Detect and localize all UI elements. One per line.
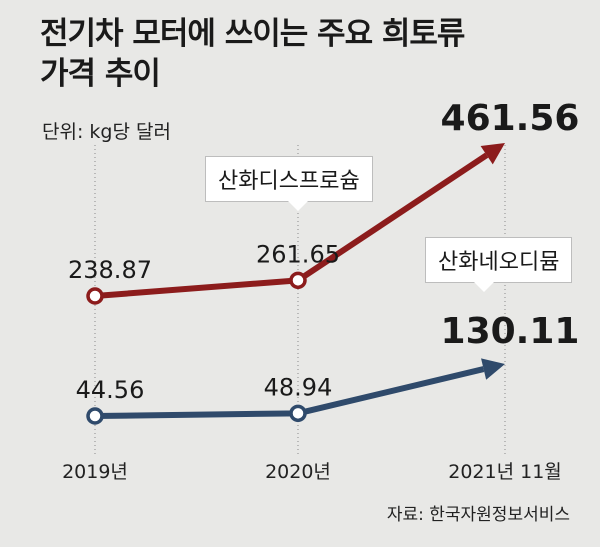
- data-label: 461.56: [441, 98, 580, 139]
- x-tick-label: 2021년 11월: [448, 461, 562, 483]
- data-point: [289, 271, 307, 290]
- series-arrowhead-1: [481, 358, 505, 380]
- chart-title: 전기차 모터에 쓰이는 주요 희토류 가격 추이: [40, 14, 580, 94]
- data-label: 130.11: [441, 311, 580, 352]
- legend-bubble-dysprosium: 산화디스프로슘: [205, 156, 373, 211]
- data-point: [86, 407, 104, 425]
- data-label: 48.94: [264, 373, 333, 401]
- title-line-1: 전기차 모터에 쓰이는 주요 희토류: [40, 16, 465, 52]
- title-line-2: 가격 추이: [40, 56, 161, 92]
- data-label: 261.65: [256, 240, 340, 268]
- x-tick-label: 2020년: [265, 461, 331, 483]
- data-label: 238.87: [68, 256, 152, 284]
- legend-bubble-neodymium: 산화네오디뮴: [425, 237, 573, 292]
- data-point: [86, 287, 104, 305]
- data-point: [289, 404, 307, 423]
- data-label: 44.56: [76, 376, 145, 404]
- source-note: 자료: 한국자원정보서비스: [386, 505, 570, 525]
- unit-label: 단위: kg당 달러: [42, 121, 171, 143]
- series-arrowhead-0: [480, 143, 505, 165]
- x-tick-label: 2019년: [62, 461, 128, 483]
